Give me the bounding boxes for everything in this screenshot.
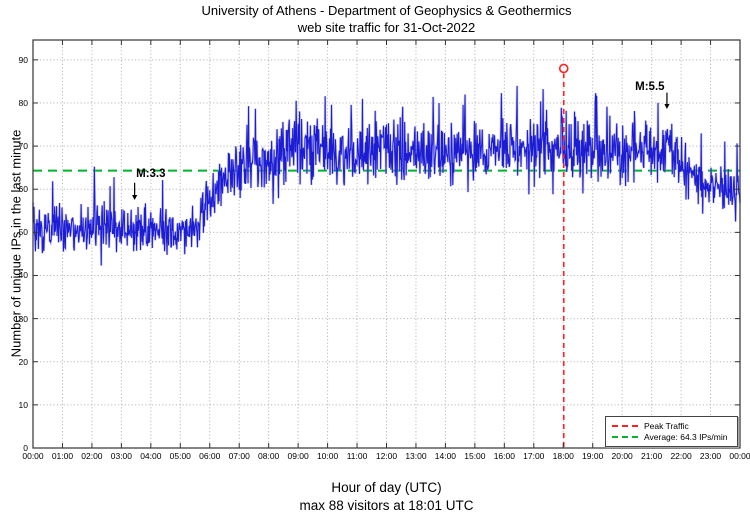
peak-line-sample bbox=[612, 424, 638, 427]
legend-label-average: Average: 64.3 IPs/min bbox=[644, 432, 728, 443]
average-line-sample bbox=[612, 436, 638, 439]
chart-subtitle: web site traffic for 31-Oct-2022 bbox=[297, 20, 476, 35]
chart-title: University of Athens - Department of Geo… bbox=[201, 3, 572, 18]
x-axis-label: Hour of day (UTC) bbox=[331, 480, 442, 495]
legend-item-average: Average: 64.3 IPs/min bbox=[612, 432, 731, 442]
legend-item-peak: Peak Traffic bbox=[612, 421, 731, 431]
legend-label-peak: Peak Traffic bbox=[644, 420, 689, 431]
peak-caption: max 88 visitors at 18:01 UTC bbox=[299, 498, 474, 513]
legend: Peak Traffic Average: 64.3 IPs/min bbox=[605, 416, 738, 447]
